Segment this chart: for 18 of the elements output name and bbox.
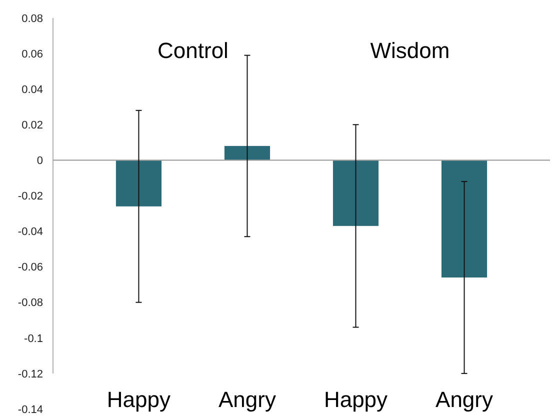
- x-tick-label: Angry: [436, 387, 494, 412]
- y-tick-label: 0: [36, 155, 43, 168]
- y-tick-label: -0.02: [18, 190, 43, 203]
- y-tick-label: -0.12: [18, 368, 43, 380]
- y-tick-label: 0.06: [22, 48, 43, 60]
- y-tick-label: -0.06: [18, 262, 43, 274]
- y-tick-label: -0.14: [18, 404, 43, 416]
- x-tick-label: Happy: [324, 387, 388, 412]
- y-tick-label: 0.02: [22, 119, 43, 132]
- y-tick-label: 0.08: [22, 12, 43, 25]
- x-tick-label: Happy: [106, 387, 171, 412]
- y-tick-label: -0.04: [18, 226, 43, 238]
- y-tick-label: -0.08: [18, 297, 43, 310]
- annotation: Control: [158, 38, 228, 63]
- y-tick-label: -0.1: [24, 332, 43, 345]
- x-tick-label: Angry: [218, 387, 276, 412]
- annotation: Wisdom: [370, 38, 450, 63]
- y-tick-label: 0.04: [22, 84, 43, 96]
